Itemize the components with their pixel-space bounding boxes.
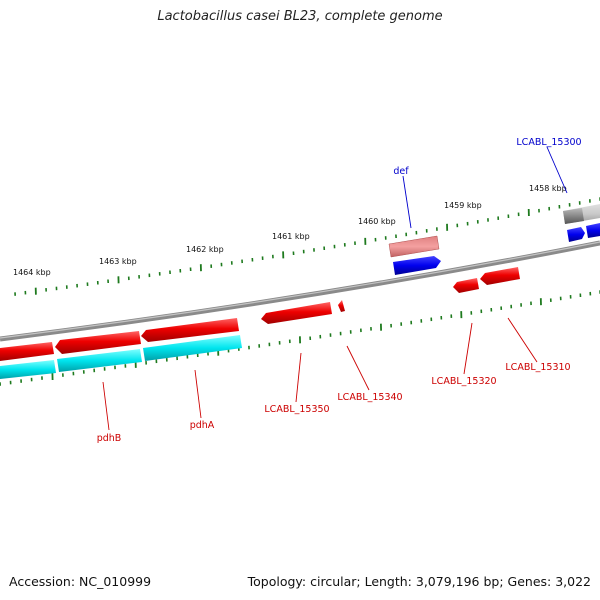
gene-lcabl-15320[interactable] xyxy=(453,278,479,293)
leader-lcabl-15340 xyxy=(346,345,370,391)
gene-lcabl-15350[interactable] xyxy=(261,302,332,324)
gene-def[interactable] xyxy=(393,256,441,275)
genome-backbone-highlight xyxy=(0,241,600,339)
gene-lcabl-15300-cds-dark[interactable] xyxy=(563,208,584,224)
genome-title: Lactobacillus casei BL23, complete genom… xyxy=(157,9,443,24)
gene-label-pdhb[interactable]: pdhB xyxy=(97,433,122,444)
gene-label-def[interactable]: def xyxy=(393,166,409,177)
topology-label: Topology: circular; Length: 3,079,196 bp… xyxy=(247,574,591,589)
tick-row-upper xyxy=(14,197,600,296)
tick-label: 1464 kbp xyxy=(13,268,51,277)
upper-strand-genes xyxy=(388,204,600,275)
gene-label-lcabl-15350[interactable]: LCABL_15350 xyxy=(264,404,329,415)
tick-label: 1463 kbp xyxy=(99,257,137,266)
tick-label: 1459 kbp xyxy=(444,201,482,210)
genome-backbone xyxy=(0,240,600,342)
gene-def-cds[interactable] xyxy=(388,235,440,258)
gene-lcabl-15340[interactable] xyxy=(338,300,345,312)
gene-pdhb-rna[interactable] xyxy=(0,360,56,379)
tick-label: 1458 kbp xyxy=(529,184,567,193)
tick-label: 1462 kbp xyxy=(186,245,224,254)
tick-label: 1460 kbp xyxy=(358,217,396,226)
leader-lcabl-15350 xyxy=(295,352,302,403)
leader-pdhb xyxy=(102,381,110,431)
gene-pdhb-cds-rna[interactable] xyxy=(57,349,142,372)
tick-labels: 1464 kbp 1463 kbp 1462 kbp 1461 kbp 1460… xyxy=(13,184,567,277)
gene-label-lcabl-15340[interactable]: LCABL_15340 xyxy=(337,392,402,403)
leader-def xyxy=(402,175,412,229)
leader-lcabl-15320 xyxy=(463,322,473,375)
leader-lcabl-15300 xyxy=(546,146,568,194)
gene-pdha[interactable] xyxy=(141,318,239,342)
gene-lcabl-15310[interactable] xyxy=(480,267,520,285)
gene-labels: def LCABL_15300 pdhB pdhA LCABL_15350 LC… xyxy=(97,137,582,444)
gene-pdha-rna[interactable] xyxy=(143,335,242,361)
accession-label: Accession: NC_010999 xyxy=(9,574,152,589)
gene-pdhb-cds[interactable] xyxy=(55,331,141,354)
leader-pdha xyxy=(194,369,202,419)
gene-label-lcabl-15300[interactable]: LCABL_15300 xyxy=(516,137,581,148)
gene-label-pdha[interactable]: pdhA xyxy=(190,420,215,431)
label-leaders xyxy=(102,146,568,431)
leader-lcabl-15310 xyxy=(507,317,538,363)
gene-lcabl-15300[interactable] xyxy=(567,227,585,242)
tick-label: 1461 kbp xyxy=(272,232,310,241)
lower-strand-genes xyxy=(0,267,520,379)
gene-pdhb[interactable] xyxy=(0,342,54,361)
gene-lcabl-15300-next[interactable] xyxy=(586,223,600,238)
gene-label-lcabl-15310[interactable]: LCABL_15310 xyxy=(505,362,570,373)
gene-label-lcabl-15320[interactable]: LCABL_15320 xyxy=(431,376,496,387)
